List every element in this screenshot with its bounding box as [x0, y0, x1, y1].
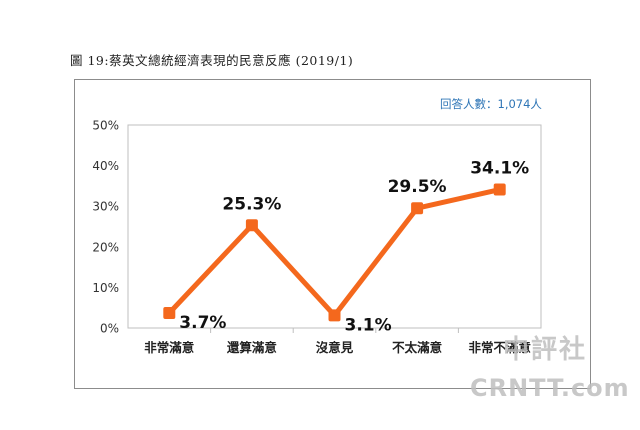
y-tick-label: 0% [100, 322, 119, 336]
x-tick-label: 非常不滿意 [468, 340, 531, 355]
data-point-marker [245, 219, 258, 232]
data-point-marker [328, 309, 341, 322]
plot-area [127, 124, 542, 329]
y-tick-label: 20% [92, 240, 119, 254]
data-label: 29.5% [388, 177, 447, 197]
series-line [166, 187, 503, 318]
axes-layer: 0% 10% 20% 30% 40% 50% 非常滿意 還算滿意 沒意見 不太滿意 非常不滿意 [92, 119, 542, 355]
x-tick-label: 還算滿意 [227, 340, 277, 355]
x-tick-label: 非常滿意 [144, 340, 194, 355]
x-tick-label: 不太滿意 [392, 340, 442, 355]
y-tick-label: 50% [92, 119, 119, 133]
y-tick-label: 40% [92, 159, 119, 173]
data-label: 3.7% [179, 313, 226, 333]
data-label: 34.1% [470, 159, 529, 179]
chart-frame [74, 79, 591, 389]
y-tick-label: 30% [92, 200, 119, 214]
data-point-marker [163, 306, 176, 319]
data-label: 25.3% [222, 194, 281, 214]
respondents-count: 回答人數：1,074人 [440, 97, 542, 111]
data-label: 3.1% [345, 315, 392, 335]
figure-title: 圖 19:蔡英文總統經濟表現的民意反應 (2019/1) [70, 53, 354, 68]
data-point-marker [493, 183, 506, 196]
x-tick-label: 沒意見 [316, 340, 354, 355]
data-point-marker [411, 202, 424, 215]
label-layer: 3.7% 25.3% 3.1% 29.5% 34.1% [179, 159, 529, 336]
y-tick-label: 10% [92, 281, 119, 295]
series-layer [163, 183, 506, 322]
